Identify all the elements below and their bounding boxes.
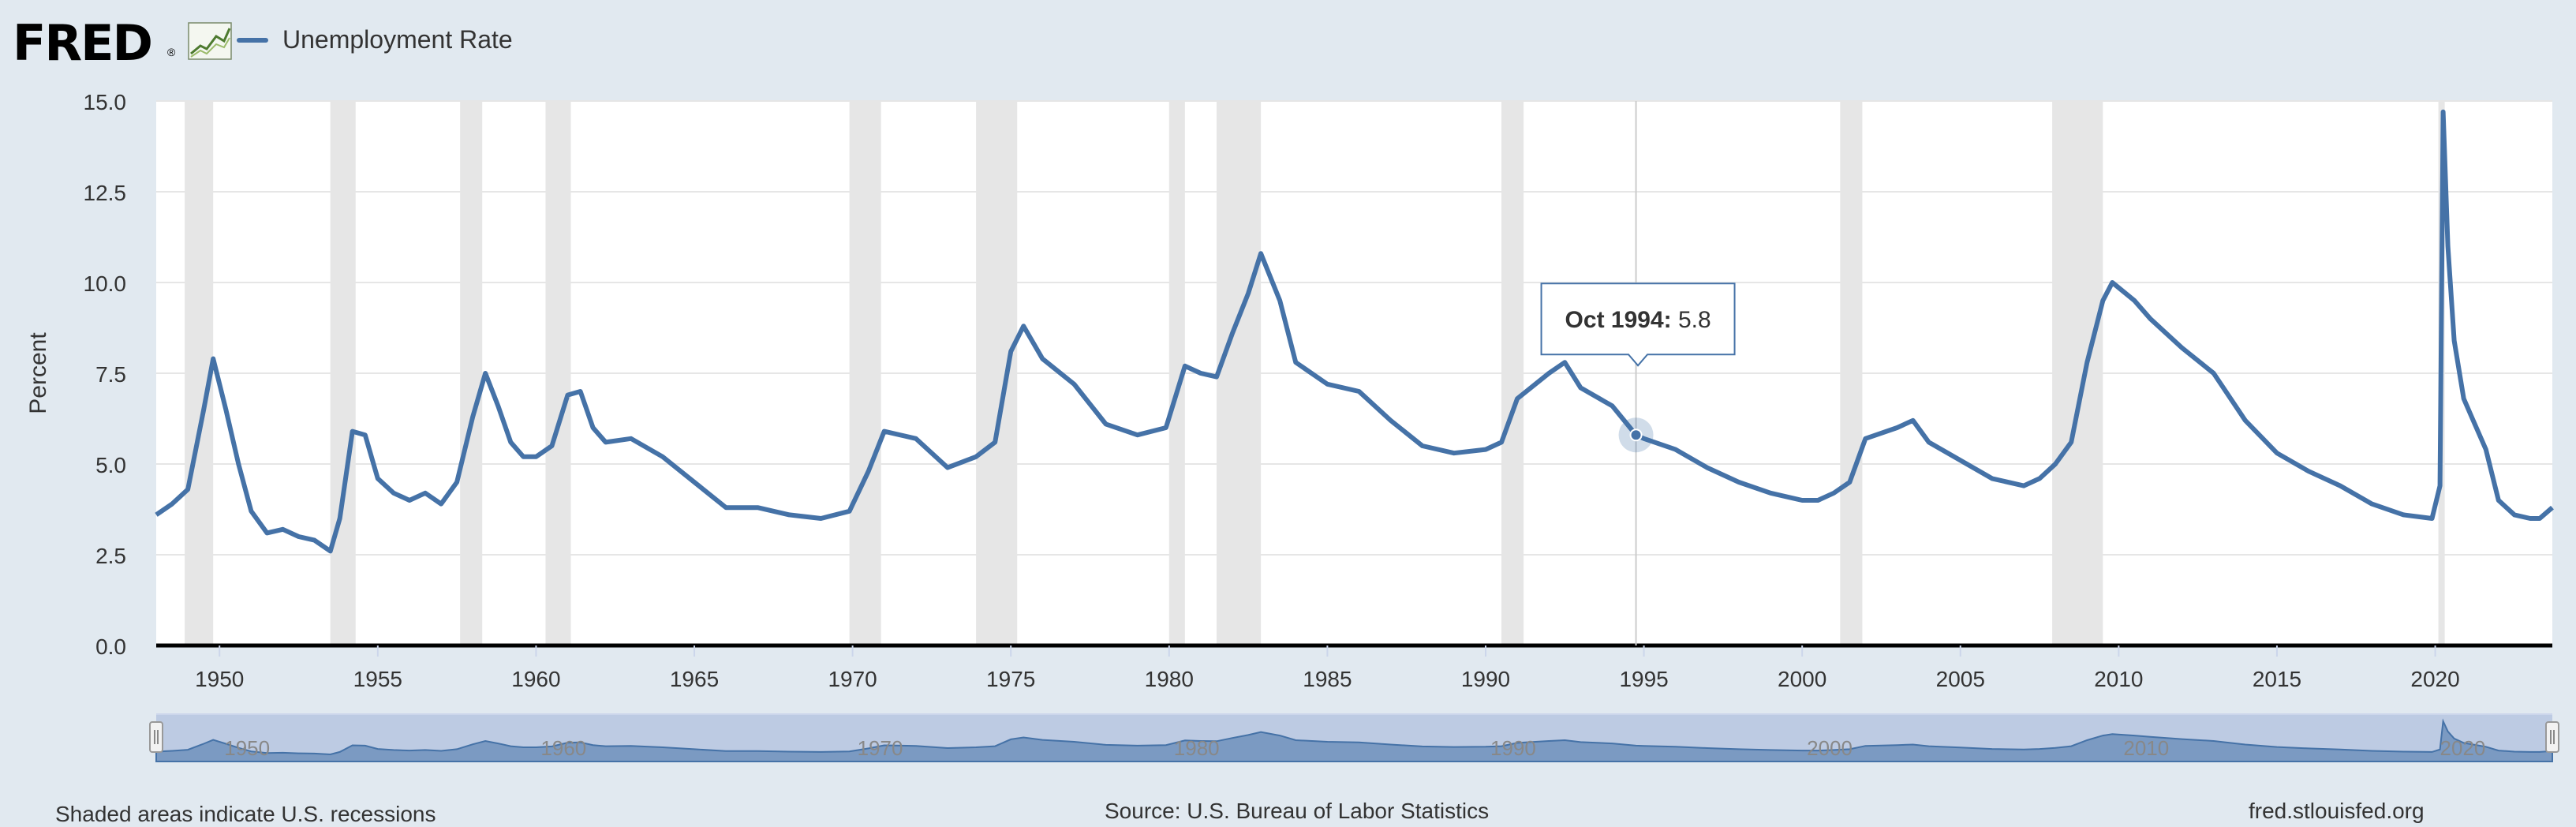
navigator-handle-left[interactable]	[149, 721, 163, 753]
x-tick-label-1950: 1950	[195, 667, 244, 691]
footer-site[interactable]: fred.stlouisfed.org	[2249, 799, 2425, 823]
y-tick-label: 0.0	[95, 634, 126, 659]
navigator-label-1990: 1990	[1490, 736, 1536, 760]
x-tick-label-1995: 1995	[1619, 667, 1668, 691]
footer-source[interactable]: Source: U.S. Bureau of Labor Statistics	[1105, 799, 1490, 823]
x-tick-label-1955: 1955	[353, 667, 402, 691]
y-tick-label: 7.5	[95, 362, 126, 387]
navigator-label-1960: 1960	[540, 736, 586, 760]
navigator-label-2000: 2000	[1807, 736, 1853, 760]
y-tick-label: 5.0	[95, 453, 126, 477]
x-tick-label-1985: 1985	[1303, 667, 1352, 691]
x-tick-label-1965: 1965	[670, 667, 719, 691]
fred-logo-text: FRED	[13, 14, 153, 72]
fred-logo-registered: ®	[167, 46, 176, 58]
chart-legend[interactable]: Unemployment Rate	[237, 25, 513, 54]
x-tick-label-2010: 2010	[2094, 667, 2143, 691]
fred-graph-icon	[188, 22, 232, 60]
tooltip-date: Oct 1994:	[1565, 307, 1672, 333]
series-line-unemployment-rate[interactable]	[155, 109, 2554, 554]
navigator-label-2020: 2020	[2440, 736, 2486, 760]
legend-label: Unemployment Rate	[282, 25, 513, 54]
navigator-label-1970: 1970	[858, 736, 903, 760]
x-tick-label-2000: 2000	[1778, 667, 1826, 691]
tooltip-value: 5.8	[1672, 307, 1711, 333]
x-tick-label-1970: 1970	[828, 667, 877, 691]
y-tick-label: 12.5	[84, 181, 127, 205]
navigator-label-2010: 2010	[2123, 736, 2169, 760]
x-tick-label-2020: 2020	[2410, 667, 2459, 691]
x-tick-label-1975: 1975	[986, 667, 1035, 691]
tooltip-box	[1540, 283, 1736, 367]
navigator-label-1980: 1980	[1174, 736, 1220, 760]
y-tick-label: 15.0	[84, 90, 127, 114]
header: FRED ® Unemployment Rate	[0, 0, 2576, 87]
navigator-label-1950: 1950	[224, 736, 270, 760]
legend-swatch-unemployment-rate	[237, 37, 268, 43]
y-axis-label: Percent	[25, 332, 51, 414]
y-tick-label: 10.0	[84, 271, 127, 296]
navigator-series	[155, 718, 2553, 762]
x-tick-label-1980: 1980	[1145, 667, 1194, 691]
x-tick-label-2015: 2015	[2253, 667, 2301, 691]
navigator-handle-right[interactable]	[2545, 721, 2559, 753]
x-tick-label-2005: 2005	[1936, 667, 1985, 691]
tooltip-text: Oct 1994: 5.8	[1565, 307, 1711, 333]
x-tick-label-1990: 1990	[1461, 667, 1510, 691]
y-tick-label: 2.5	[95, 544, 126, 568]
hover-point[interactable]	[1629, 428, 1643, 442]
footer-recession-note: Shaded areas indicate U.S. recessions	[55, 802, 436, 826]
x-tick-label-1960: 1960	[511, 667, 560, 691]
